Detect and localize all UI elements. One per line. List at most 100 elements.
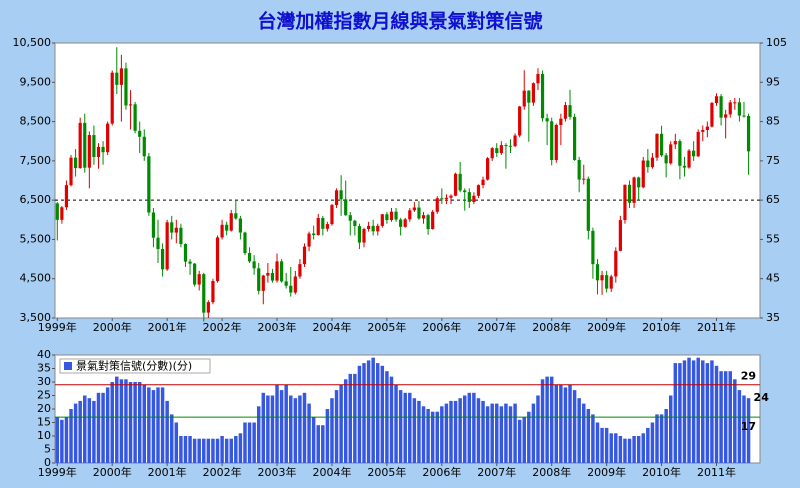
- bar: [591, 414, 595, 463]
- candle-body: [270, 272, 275, 281]
- bar: [330, 398, 334, 463]
- candle-body: [302, 246, 307, 265]
- bar: [215, 438, 220, 463]
- candle-body: [664, 155, 668, 164]
- legend-box: [59, 358, 211, 374]
- bar: [192, 438, 197, 463]
- x-tick-label: 2009年: [587, 465, 626, 479]
- bar: [115, 376, 119, 463]
- x-tick-label: 2011年: [697, 465, 736, 479]
- x-tick-label: 2001年: [148, 320, 187, 334]
- candle-body: [412, 207, 416, 211]
- candle-body: [133, 104, 137, 131]
- y-tick-label: 5: [44, 443, 51, 456]
- bar: [279, 390, 284, 463]
- bar: [165, 400, 169, 463]
- bar: [742, 395, 746, 463]
- candle-body: [453, 173, 458, 196]
- y-tick-label: 4,500: [20, 272, 52, 285]
- bar: [83, 395, 87, 463]
- candle-body: [623, 184, 627, 221]
- bar: [623, 438, 627, 463]
- bar: [421, 406, 426, 463]
- candle-body: [128, 104, 133, 106]
- bar: [673, 363, 678, 463]
- bar: [197, 438, 201, 463]
- candle-body: [426, 215, 430, 230]
- candle-body: [261, 275, 265, 291]
- bar: [682, 360, 687, 463]
- bar: [577, 398, 581, 463]
- x-tick-label: 2005年: [367, 320, 406, 334]
- candle-body: [69, 157, 73, 186]
- bar: [311, 417, 316, 463]
- candle-body: [435, 198, 439, 212]
- candle-body: [275, 261, 279, 281]
- candle-body: [174, 227, 178, 233]
- bar: [462, 395, 467, 463]
- candle-body: [87, 135, 91, 168]
- bar: [156, 387, 160, 463]
- candle-body: [554, 124, 558, 161]
- bar: [398, 390, 403, 463]
- candle-body: [252, 261, 256, 269]
- bar: [243, 422, 247, 463]
- bar: [508, 406, 513, 463]
- candle-body: [476, 185, 481, 196]
- reference-label: 17: [741, 420, 756, 433]
- candle-body: [225, 224, 229, 231]
- candle-body: [238, 218, 243, 233]
- value-label: 24: [754, 391, 770, 404]
- candle-body: [609, 276, 613, 289]
- bar: [339, 384, 343, 463]
- bar: [348, 373, 353, 463]
- candle-body: [682, 165, 687, 168]
- candle-body: [151, 212, 156, 238]
- bar: [641, 433, 646, 463]
- candle-body: [472, 195, 476, 202]
- bar: [238, 433, 243, 463]
- bar: [568, 384, 572, 463]
- candle-body: [467, 192, 471, 202]
- bar: [632, 436, 636, 463]
- bar: [733, 379, 737, 463]
- candle-body: [710, 102, 714, 127]
- y-tick-label: 40: [37, 348, 51, 361]
- bar: [696, 357, 700, 463]
- bar: [435, 411, 439, 463]
- bar: [540, 379, 545, 463]
- bar: [92, 400, 96, 463]
- y2-tick-label: 85: [766, 115, 780, 128]
- candle-body: [490, 148, 494, 159]
- bar: [270, 395, 275, 463]
- candle-body: [376, 225, 380, 232]
- candle-body: [724, 114, 728, 118]
- bar: [73, 403, 78, 463]
- bar: [563, 387, 568, 463]
- bar: [275, 384, 279, 463]
- candle-body: [719, 96, 723, 118]
- y2-tick-label: 35: [766, 311, 780, 324]
- bar: [476, 398, 481, 463]
- candle-body: [737, 102, 742, 116]
- bar: [211, 438, 215, 463]
- candle-body: [531, 83, 535, 103]
- candle-body: [247, 253, 252, 262]
- x-tick-label: 2004年: [312, 465, 351, 479]
- candle-body: [499, 145, 503, 154]
- candle-body: [55, 203, 59, 220]
- bar: [554, 384, 559, 463]
- bar: [376, 363, 380, 463]
- bar: [467, 392, 472, 463]
- bar: [504, 403, 508, 463]
- bar: [137, 382, 142, 463]
- candle-body: [211, 281, 215, 303]
- y2-tick-label: 95: [766, 75, 780, 88]
- bar: [687, 357, 691, 463]
- candle-body: [307, 233, 311, 247]
- bar: [394, 384, 398, 463]
- x-tick-label: 2010年: [642, 320, 681, 334]
- bar: [289, 395, 293, 463]
- candle-body: [298, 264, 302, 277]
